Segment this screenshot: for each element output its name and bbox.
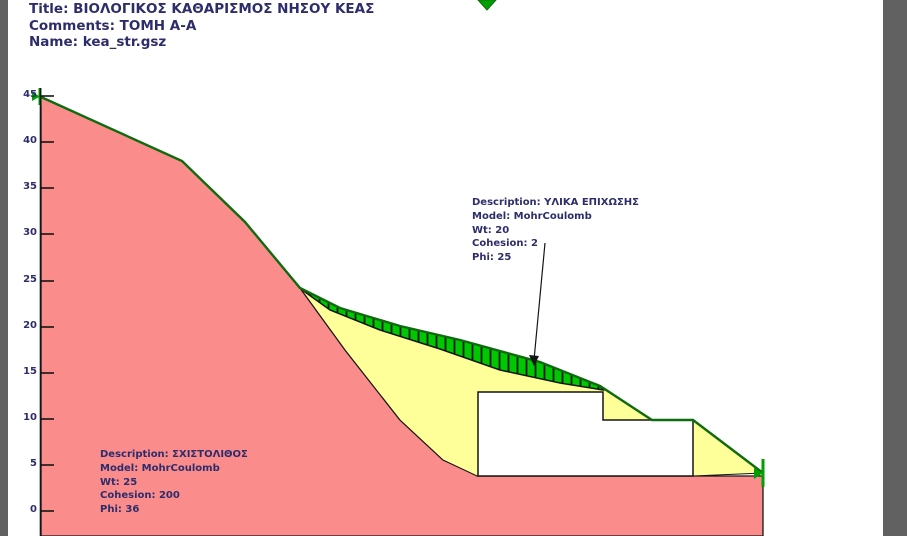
material-label-line: Description: ΥΛΙΚΑ ΕΠΙΧΩΣΗΣ — [472, 197, 639, 208]
y-axis-tick-label: 20 — [23, 320, 37, 331]
material-label-line: Model: MohrCoulomb — [472, 210, 592, 222]
y-axis-tick-label: 40 — [23, 135, 37, 146]
y-axis-tick-label: 15 — [23, 366, 37, 377]
structure-block[interactable] — [477, 391, 694, 477]
material-label-line: Phi: 36 — [100, 504, 140, 516]
project-comments: Comments: TOMH A-A — [29, 17, 197, 34]
annotation-leader-line — [533, 242, 546, 361]
y-axis-tick-label: 35 — [23, 181, 37, 192]
material-label-schist: Description: ΣΧΙΣΤΟΛΙΘΟΣ Model: MohrCoulo… — [100, 448, 248, 517]
material-label-line: Description: ΣΧΙΣΤΟΛΙΘΟΣ — [100, 449, 248, 460]
point-marker-top[interactable] — [477, 0, 497, 11]
y-axis-tick-label: 45 — [23, 89, 37, 100]
y-axis-tick-label: 5 — [30, 458, 37, 469]
y-axis-tick-label: 0 — [30, 504, 37, 515]
y-axis-tick-label: 25 — [23, 274, 37, 285]
material-label-line: Phi: 25 — [472, 252, 512, 264]
point-marker-left-arrow — [32, 92, 40, 101]
window-border-left — [0, 0, 8, 536]
material-label-line: Model: MohrCoulomb — [100, 462, 220, 474]
material-label-line: Wt: 25 — [100, 476, 138, 488]
material-label-fill-material: Description: ΥΛΙΚΑ ΕΠΙΧΩΣΗΣ Model: MohrCo… — [472, 196, 639, 265]
annotation-leader-arrowhead — [529, 355, 539, 366]
y-axis-tick-label: 10 — [23, 412, 37, 423]
window-border-right — [883, 0, 907, 536]
point-marker-right-arrow — [754, 468, 763, 479]
drawing-header: Title: ΒΙΟΛΟΓΙΚΟΣ ΚΑΘΑΡΙΣΜΟΣ ΝΗΣΟΥ ΚΕΑΣ … — [29, 1, 374, 51]
material-label-line: Cohesion: 2 — [472, 238, 538, 250]
material-label-line: Cohesion: 200 — [100, 490, 180, 502]
project-filename: Name: kea_str.gsz — [29, 34, 167, 50]
y-axis-tick-label: 30 — [23, 227, 37, 238]
project-title: Title: ΒΙΟΛΟΓΙΚΟΣ ΚΑΘΑΡΙΣΜΟΣ ΝΗΣΟΥ ΚΕΑΣ — [29, 1, 375, 17]
ground-surface-line — [40, 95, 764, 474]
material-label-line: Wt: 20 — [472, 224, 510, 236]
